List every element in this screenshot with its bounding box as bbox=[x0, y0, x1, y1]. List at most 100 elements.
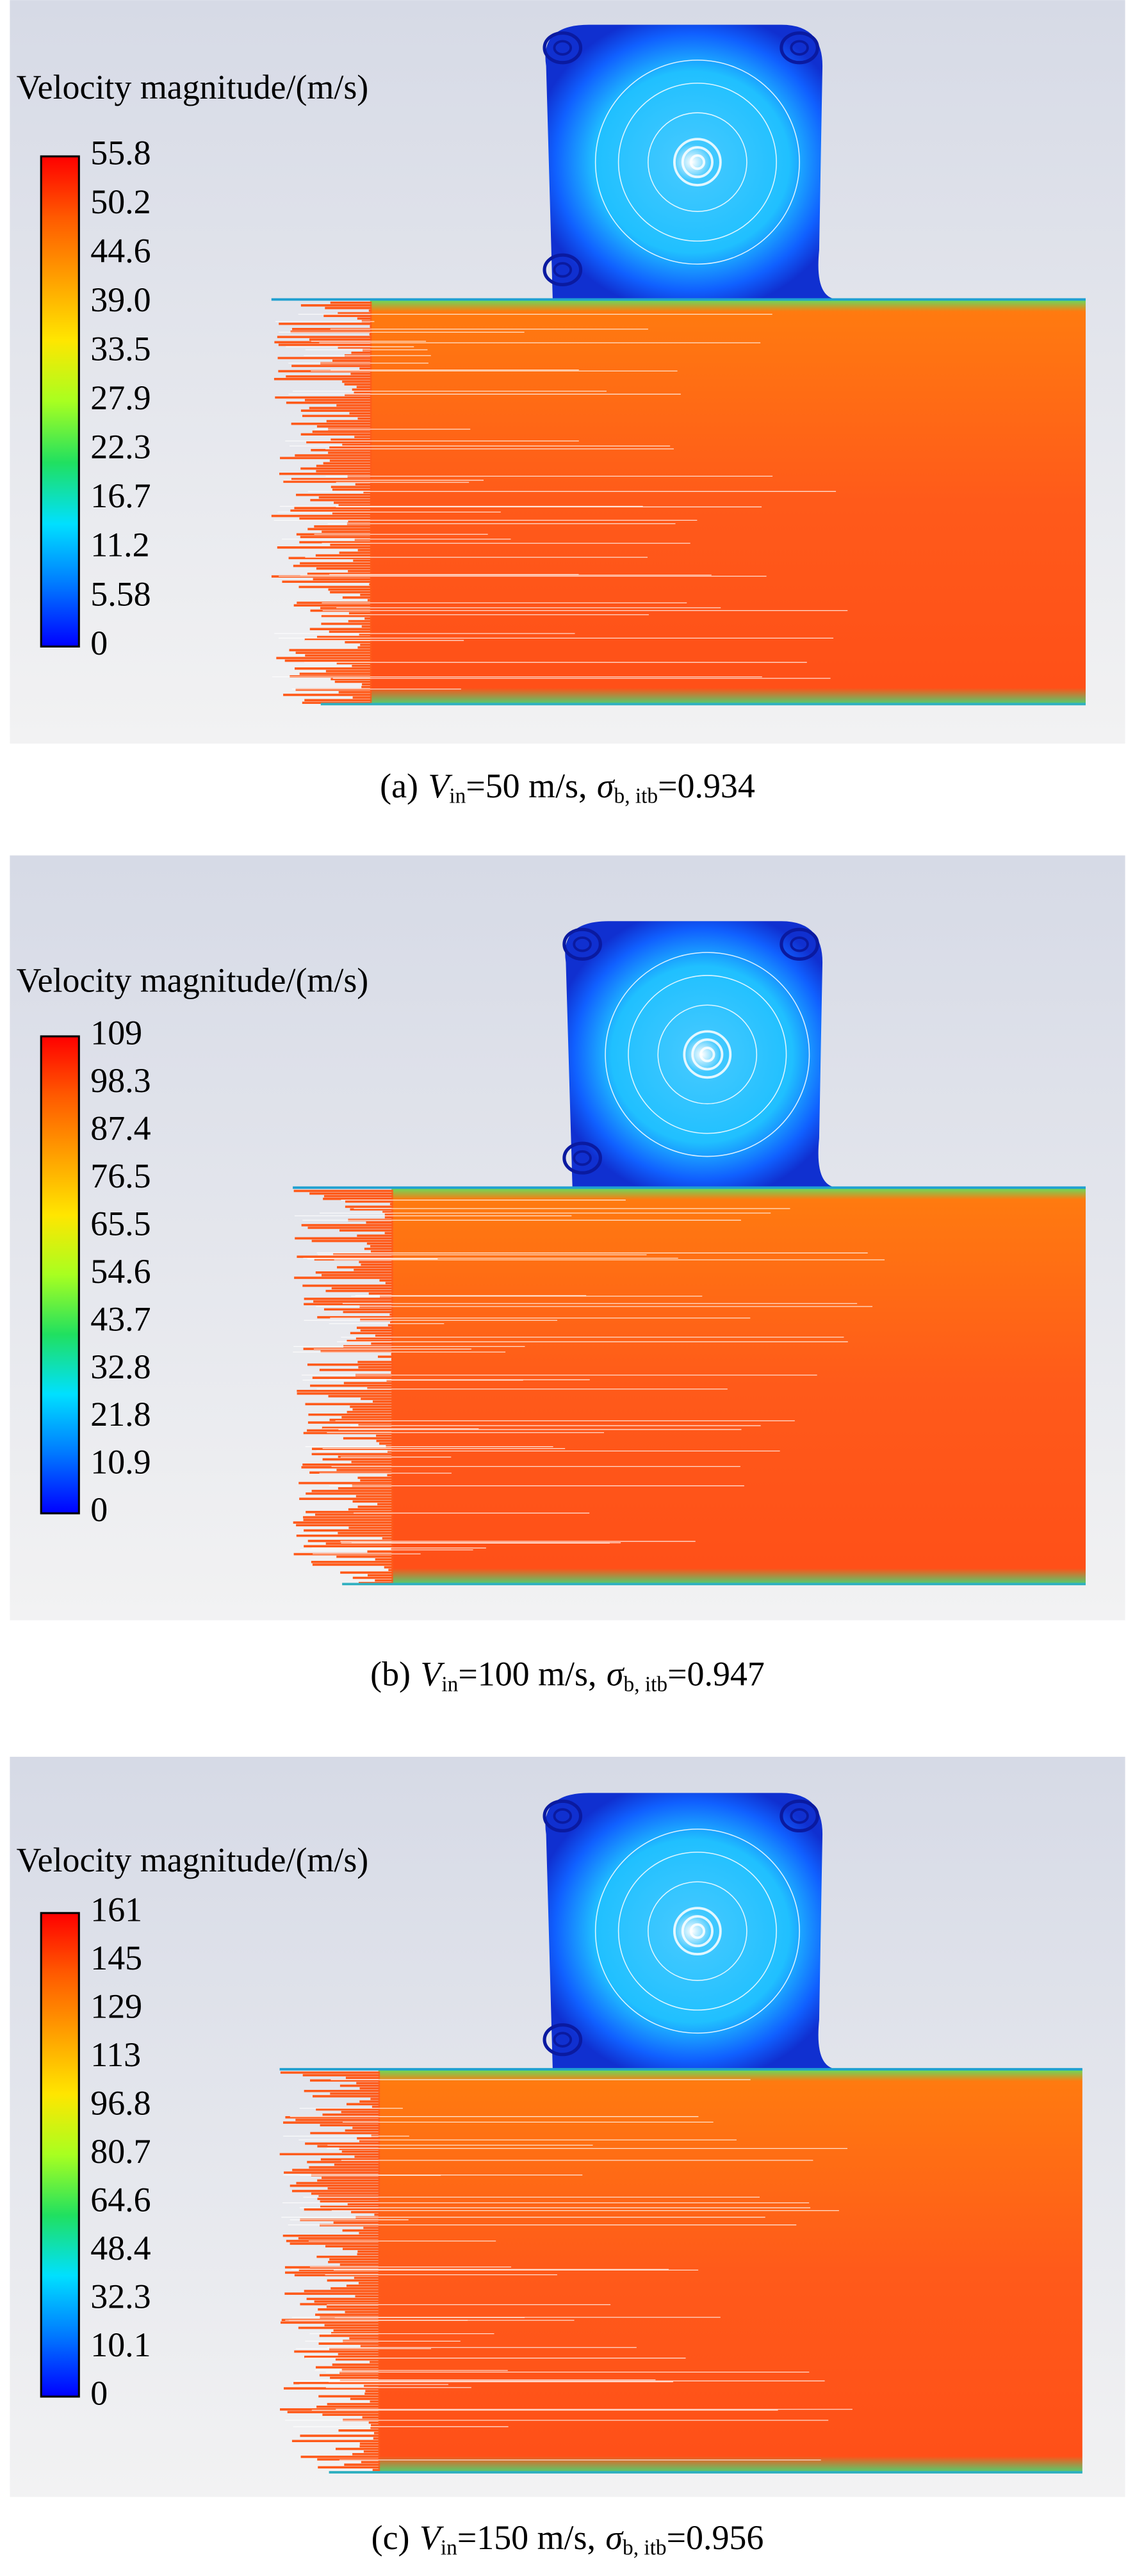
colorbar-label: 109 bbox=[90, 1013, 142, 1052]
colorbar-label: 0 bbox=[90, 1490, 108, 1529]
streamline-ring bbox=[594, 1829, 800, 2034]
caption: (b) Vin=100 m/s, σb, itb=0.947 bbox=[370, 1655, 765, 1696]
pipe-flow bbox=[370, 299, 1086, 705]
colorbar-label: 44.6 bbox=[90, 232, 151, 270]
streamline-ring bbox=[689, 1923, 706, 1939]
colorbar-label: 32.3 bbox=[90, 2277, 151, 2315]
colorbar-label: 10.1 bbox=[90, 2326, 151, 2364]
legend-title: Velocity magnitude/(m/s) bbox=[17, 961, 369, 999]
streamline-ring bbox=[673, 138, 722, 187]
colorbar-label: 0 bbox=[90, 2374, 108, 2412]
panel: Velocity magnitude/(m/s) 161 145 129 113 96.8… bbox=[10, 1756, 1125, 2559]
colorbar-label: 50.2 bbox=[90, 183, 151, 221]
colorbar-label: 87.4 bbox=[90, 1109, 151, 1147]
corner-vortex bbox=[780, 31, 819, 65]
corner-vortex bbox=[553, 40, 573, 56]
colorbar-label: 27.9 bbox=[90, 379, 151, 417]
colorbar-label: 11.2 bbox=[90, 526, 149, 564]
streamline-ring bbox=[628, 975, 787, 1134]
caption-symbol: σ bbox=[597, 767, 616, 805]
caption-subscript: in bbox=[449, 784, 466, 808]
colorbar-label: 0 bbox=[90, 624, 108, 662]
caption: (c) Vin=150 m/s, σb, itb=0.956 bbox=[372, 2518, 764, 2559]
colorbar bbox=[40, 155, 80, 648]
streamline-ring bbox=[699, 1047, 715, 1063]
colorbar bbox=[40, 1912, 80, 2398]
corner-vortex bbox=[573, 936, 592, 952]
caption-label: (a) bbox=[380, 767, 418, 805]
panel: Velocity magnitude/(m/s) 55.8 50.2 44.6 39.0… bbox=[10, 0, 1125, 808]
colorbar-label: 32.8 bbox=[90, 1348, 151, 1386]
corner-vortex bbox=[790, 40, 809, 56]
colorbar-label: 65.5 bbox=[90, 1204, 151, 1243]
caption-condition: =100 m/s, bbox=[458, 1655, 596, 1693]
corner-vortex bbox=[780, 1799, 819, 1833]
caption-label: (c) bbox=[372, 2518, 410, 2557]
colorbar-label: 64.6 bbox=[90, 2180, 151, 2219]
colorbar-label: 96.8 bbox=[90, 2083, 151, 2122]
streamline-ring bbox=[648, 112, 747, 212]
colorbar bbox=[40, 1035, 80, 1515]
caption-symbol: σ bbox=[607, 1655, 625, 1693]
streamline-ring bbox=[657, 1004, 758, 1105]
caption-subscript: b, itb bbox=[614, 784, 658, 808]
colorbar-label: 145 bbox=[90, 1939, 142, 1977]
caption-condition: =150 m/s, bbox=[457, 2518, 596, 2557]
colorbar-label: 39.0 bbox=[90, 281, 151, 319]
corner-vortex bbox=[780, 927, 819, 961]
colorbar-label: 54.6 bbox=[90, 1252, 151, 1291]
streamline-ring bbox=[681, 1915, 714, 1948]
caption-subscript: in bbox=[441, 1672, 458, 1696]
corner-vortex bbox=[553, 262, 573, 278]
corner-vortex bbox=[543, 31, 583, 65]
cavity-flow bbox=[545, 24, 839, 300]
colorbar-label: 113 bbox=[90, 2035, 141, 2074]
caption-subscript: b, itb bbox=[623, 2536, 667, 2559]
streamline-ring bbox=[673, 1907, 722, 1956]
colorbar-label: 21.8 bbox=[90, 1395, 151, 1433]
legend-title: Velocity magnitude/(m/s) bbox=[17, 1841, 369, 1879]
caption: (a) Vin=50 m/s, σb, itb=0.934 bbox=[380, 767, 755, 808]
caption-symbol: σ bbox=[605, 2518, 624, 2557]
pipe-flow bbox=[391, 1187, 1086, 1585]
colorbar-label: 80.7 bbox=[90, 2132, 151, 2171]
caption-subscript: in bbox=[441, 2536, 457, 2559]
caption-variable: V bbox=[428, 767, 453, 805]
caption-condition: =50 m/s, bbox=[466, 767, 587, 805]
cavity-flow bbox=[565, 921, 839, 1188]
corner-vortex bbox=[562, 927, 602, 961]
streamline-ring bbox=[691, 1038, 724, 1071]
colorbar-label: 22.3 bbox=[90, 428, 151, 466]
caption-result: =0.934 bbox=[658, 767, 755, 805]
colorbar-label: 43.7 bbox=[90, 1300, 151, 1338]
corner-vortex bbox=[553, 1808, 573, 1824]
colorbar-label: 16.7 bbox=[90, 477, 151, 515]
streamline-ring bbox=[605, 952, 810, 1157]
corner-vortex bbox=[562, 1141, 602, 1175]
corner-vortex bbox=[790, 936, 809, 952]
streamline-ring bbox=[683, 1030, 732, 1079]
colorbar-label: 98.3 bbox=[90, 1061, 151, 1100]
caption-subscript: b, itb bbox=[624, 1672, 668, 1696]
corner-vortex bbox=[543, 253, 583, 287]
corner-vortex bbox=[573, 1150, 592, 1166]
colorbar-label: 76.5 bbox=[90, 1157, 151, 1195]
colorbar-label: 5.58 bbox=[90, 575, 151, 613]
streamline-ring bbox=[617, 1852, 777, 2011]
streamline-ring bbox=[681, 146, 714, 179]
cavity-flow bbox=[545, 1793, 839, 2069]
pipe-flow bbox=[378, 2069, 1082, 2473]
caption-result: =0.947 bbox=[667, 1655, 765, 1693]
streamline-ring bbox=[594, 60, 800, 265]
colorbar-label: 10.9 bbox=[90, 1443, 151, 1481]
streamline-ring bbox=[617, 83, 777, 242]
colorbar-label: 33.5 bbox=[90, 330, 151, 368]
caption-variable: V bbox=[420, 2518, 445, 2557]
corner-vortex bbox=[543, 2023, 583, 2057]
streamline-ring bbox=[689, 154, 706, 170]
colorbar-label: 48.4 bbox=[90, 2229, 151, 2267]
panel: Velocity magnitude/(m/s) 109 98.3 87.4 76.5 6… bbox=[10, 855, 1125, 1696]
colorbar-label: 129 bbox=[90, 1987, 142, 2025]
